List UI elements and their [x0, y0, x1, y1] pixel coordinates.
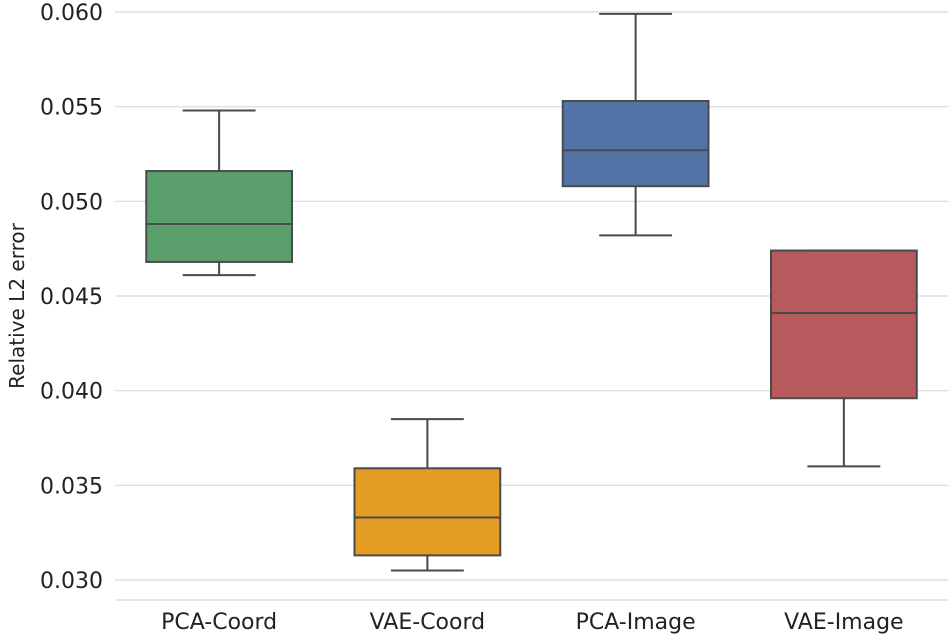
y-tick-labels: 0.030 0.035 0.040 0.045 0.050 0.055 0.060 [40, 1, 103, 594]
y-tick-label: 0.040 [40, 380, 103, 405]
y-tick-label: 0.035 [40, 474, 103, 499]
iqr-box [353, 467, 502, 557]
y-tick-label: 0.030 [40, 569, 103, 594]
y-axis-label: Relative L2 error [5, 222, 29, 388]
y-tick-label: 0.055 [40, 96, 103, 121]
box-pca-image [561, 12, 710, 237]
y-tick-label: 0.045 [40, 285, 103, 310]
x-tick-label: VAE-Image [784, 610, 903, 635]
box-vae-image [769, 249, 918, 468]
y-tick-label: 0.060 [40, 1, 103, 26]
x-tick-label: PCA-Coord [161, 610, 277, 635]
box-pca-coord [145, 109, 294, 277]
iqr-box [769, 249, 918, 400]
x-tick-labels: PCA-Coord VAE-Coord PCA-Image VAE-Image [161, 610, 903, 635]
x-tick-label: VAE-Coord [370, 610, 485, 635]
y-tick-label: 0.050 [40, 190, 103, 215]
box-layer [145, 12, 918, 572]
iqr-box [145, 170, 294, 263]
box-vae-coord [353, 418, 502, 572]
iqr-box [561, 99, 710, 188]
x-tick-label: PCA-Image [576, 610, 696, 635]
